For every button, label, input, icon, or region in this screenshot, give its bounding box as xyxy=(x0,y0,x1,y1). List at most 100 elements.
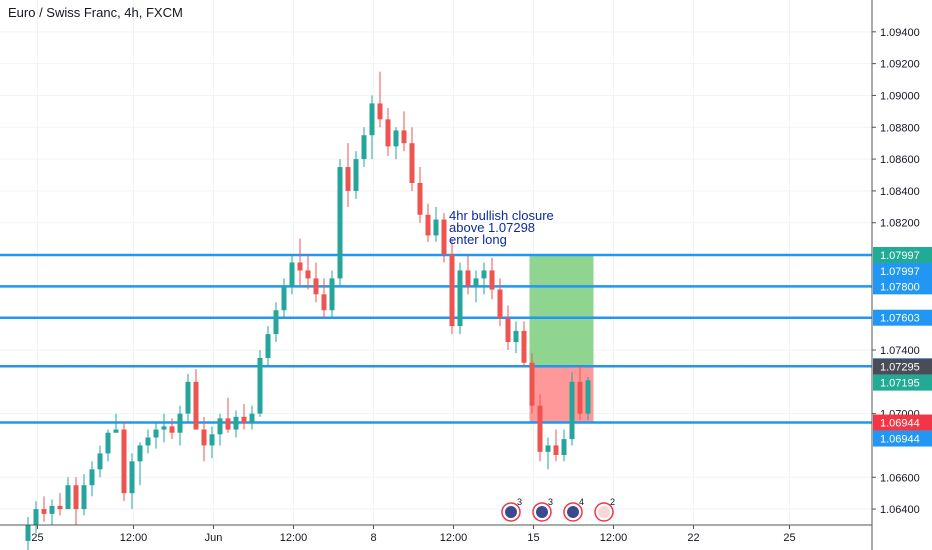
candle xyxy=(121,421,127,502)
candle-body xyxy=(393,130,399,147)
price-tag-label: 1.07195 xyxy=(880,378,920,390)
price-tag-label: 1.06944 xyxy=(880,434,920,446)
candle-body xyxy=(81,485,87,510)
price-tag-bg xyxy=(873,358,932,375)
candle-body xyxy=(97,453,103,470)
candle-body xyxy=(129,461,135,494)
x-tick-label: 25 xyxy=(31,532,43,544)
candle-body xyxy=(521,330,527,363)
candle xyxy=(497,278,503,327)
candle xyxy=(313,262,319,303)
candle-body xyxy=(137,445,143,462)
annotation-line: 4hr bullish closure xyxy=(449,208,554,223)
candle xyxy=(273,302,279,343)
candle-body xyxy=(385,119,391,147)
candle-body xyxy=(361,135,367,160)
candle xyxy=(193,369,199,430)
candle-body xyxy=(369,103,375,136)
candle-body xyxy=(185,381,191,414)
event-markers[interactable]: 3 3 4 2 xyxy=(501,497,615,522)
candle xyxy=(329,270,335,319)
candle xyxy=(505,305,511,350)
candle xyxy=(473,270,479,303)
time-axis[interactable]: 25 12:00 Jun 12:00 8 12:00 15 12:00 22 25 xyxy=(31,525,796,544)
candle-body xyxy=(585,380,591,414)
candle xyxy=(217,413,223,446)
x-tick-label: 12:00 xyxy=(120,532,148,544)
event-marker[interactable]: 3 xyxy=(532,497,553,522)
profit-zone xyxy=(529,255,594,367)
candle xyxy=(537,394,543,462)
y-tick-label: 1.08200 xyxy=(880,218,920,230)
candle-body xyxy=(425,214,431,236)
candle-body xyxy=(529,362,535,406)
candle-body xyxy=(561,439,567,455)
candle-body xyxy=(577,381,583,414)
horizontal-levels[interactable] xyxy=(0,253,872,424)
y-tick-label: 1.09400 xyxy=(880,27,920,39)
candle xyxy=(441,213,447,263)
candle xyxy=(401,111,407,152)
price-tag-bg xyxy=(873,263,932,280)
candle xyxy=(337,159,343,287)
candle-body xyxy=(321,294,327,311)
price-tag-bg xyxy=(873,278,932,295)
event-flag-icon xyxy=(567,506,579,518)
candle-body xyxy=(305,270,311,279)
x-tick-label: 8 xyxy=(370,532,376,544)
candle xyxy=(129,453,135,510)
candle xyxy=(105,429,111,462)
candle-body xyxy=(65,485,71,510)
candle-body xyxy=(497,289,503,319)
candle-body xyxy=(513,330,519,343)
price-tag: 1.07603 xyxy=(873,309,932,326)
event-count: 3 xyxy=(517,497,522,507)
candle xyxy=(569,372,575,446)
candle-body xyxy=(433,219,439,236)
candle xyxy=(353,151,359,199)
candle-body xyxy=(329,278,335,311)
candle-body xyxy=(249,413,255,424)
x-tick-label: 12:00 xyxy=(440,532,468,544)
candle xyxy=(417,167,423,223)
price-tag-label: 1.07295 xyxy=(880,362,920,374)
candle xyxy=(521,321,527,366)
y-tick-label: 1.09000 xyxy=(880,90,920,102)
price-tag: 1.07195 xyxy=(873,374,932,391)
candle-body xyxy=(177,413,183,433)
x-tick-label: 12:00 xyxy=(280,532,308,544)
candle xyxy=(393,127,399,160)
x-tick-label: 22 xyxy=(687,532,699,544)
event-marker[interactable]: 3 xyxy=(501,497,522,522)
x-tick-label: 15 xyxy=(527,532,539,544)
candle-body xyxy=(441,219,447,255)
candle-body xyxy=(401,130,407,144)
event-marker[interactable]: 2 xyxy=(594,497,615,522)
candle xyxy=(209,426,215,459)
event-count: 4 xyxy=(579,497,584,507)
candle xyxy=(369,95,375,160)
x-tick-label: 12:00 xyxy=(600,532,628,544)
candle xyxy=(65,477,71,510)
candle xyxy=(177,405,183,446)
candle-body xyxy=(225,418,231,430)
candle-body xyxy=(241,416,247,424)
candle-body xyxy=(553,445,559,455)
candle xyxy=(241,404,247,430)
price-tag: 1.06944 xyxy=(873,414,932,431)
event-marker[interactable]: 4 xyxy=(563,497,584,522)
candle-body xyxy=(153,429,159,438)
candle-body xyxy=(33,509,39,525)
candle xyxy=(377,71,383,128)
candle xyxy=(321,278,327,319)
price-tag-label: 1.07997 xyxy=(880,266,920,278)
candle-body xyxy=(505,318,511,343)
candle xyxy=(553,429,559,462)
candle xyxy=(33,501,39,533)
candle xyxy=(409,127,415,191)
candle-body xyxy=(145,437,151,446)
candle xyxy=(577,365,583,420)
candle xyxy=(97,445,103,478)
price-tag: 1.07295 xyxy=(873,358,932,375)
